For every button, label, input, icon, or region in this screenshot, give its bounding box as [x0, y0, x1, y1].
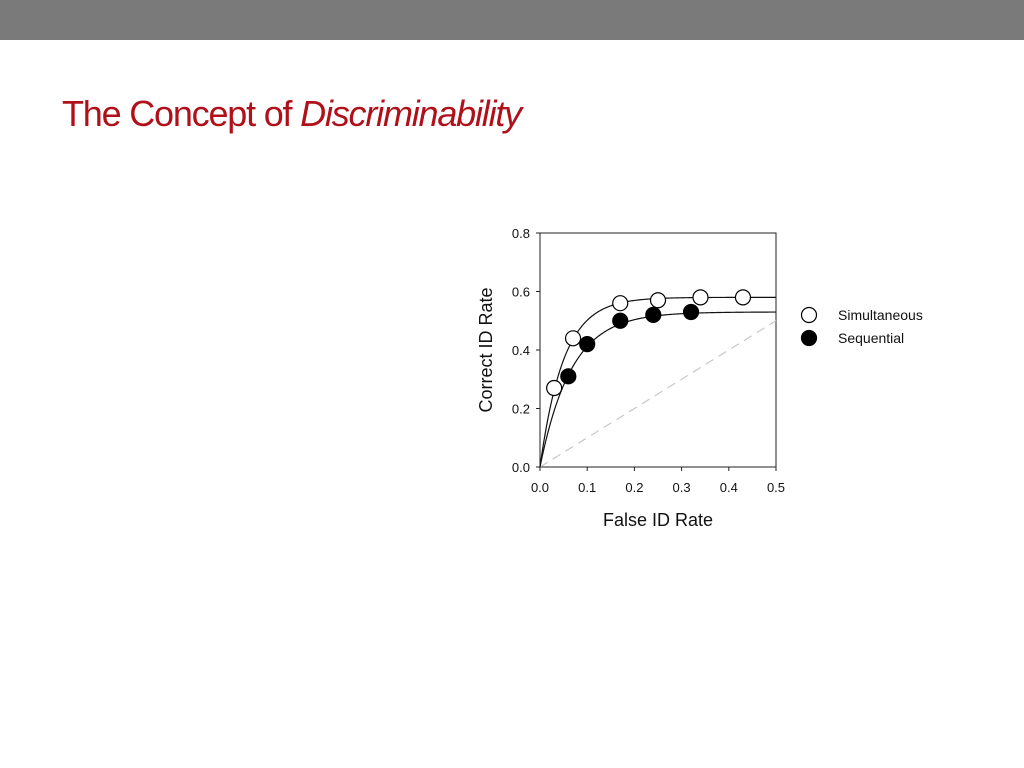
fit-curves: [539, 296, 776, 468]
legend: Simultaneous Sequential: [800, 306, 923, 347]
open-circle-marker: [649, 292, 667, 309]
x-tick-label: 0.3: [673, 480, 691, 495]
x-tick-label: 0.1: [578, 480, 596, 495]
x-axis-ticks: 0.0 0.1 0.2 0.3 0.4 0.5: [531, 467, 785, 495]
legend-label-simultaneous: Simultaneous: [838, 307, 923, 323]
filled-circle-marker: [612, 312, 629, 329]
legend-label-sequential: Sequential: [838, 330, 904, 346]
filled-circle-marker: [645, 306, 662, 323]
legend-marker-simultaneous: [800, 306, 818, 324]
fit-curve-simultaneous: [539, 296, 776, 468]
x-tick-label: 0.2: [625, 480, 643, 495]
open-circle-marker: [612, 295, 629, 312]
filled-circle-marker: [682, 303, 700, 321]
y-tick-label: 0.8: [512, 226, 530, 241]
x-tick-label: 0.4: [720, 480, 738, 495]
y-tick-label: 0.0: [512, 460, 530, 475]
y-tick-label: 0.4: [512, 343, 530, 358]
x-tick-label: 0.0: [531, 480, 549, 495]
open-circle-marker: [734, 289, 752, 306]
x-tick-label: 0.5: [767, 480, 785, 495]
y-axis-label: Correct ID Rate: [476, 287, 496, 412]
filled-circle-marker: [579, 336, 596, 353]
filled-circle-marker: [560, 368, 577, 385]
legend-marker-sequential: [800, 329, 818, 347]
data-points: [546, 289, 752, 397]
y-tick-label: 0.6: [512, 285, 530, 300]
y-tick-label: 0.2: [512, 402, 530, 417]
open-circle-marker: [692, 289, 709, 306]
header-bar: [0, 0, 1024, 40]
open-circle-marker: [546, 379, 563, 397]
chance-diagonal-line: [539, 320, 777, 468]
y-axis-ticks: 0.0 0.2 0.4 0.6 0.8: [512, 226, 540, 475]
x-axis-label: False ID Rate: [603, 510, 713, 530]
title-italic: Discriminability: [300, 93, 522, 134]
open-circle-marker: [564, 330, 582, 347]
title-plain: The Concept of: [62, 93, 301, 134]
slide-title: The Concept of Discriminability: [62, 93, 522, 135]
plot-frame: [539, 232, 777, 468]
chance-line: [539, 320, 777, 468]
